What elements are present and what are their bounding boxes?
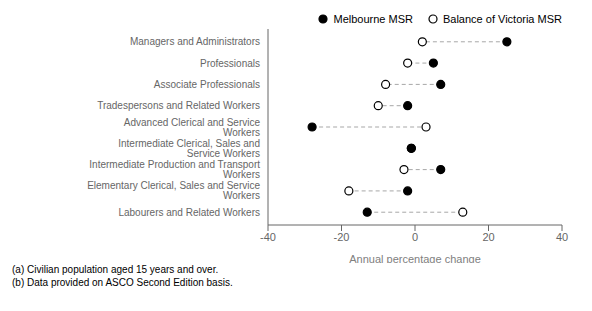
svg-text:20: 20 [482,231,494,243]
svg-text:Associate Professionals: Associate Professionals [154,79,260,90]
svg-text:Elementary Clerical, Sales and: Elementary Clerical, Sales and ServiceWo… [87,180,260,201]
svg-text:Annual percentage change: Annual percentage change [349,253,481,263]
svg-text:Labourers and Related Workers: Labourers and Related Workers [118,207,260,218]
svg-text:Intermediate Clerical, Sales a: Intermediate Clerical, Sales andService … [118,138,260,159]
html-text:Melbourne MSR: Melbourne MSR [333,13,413,25]
svg-text:-40: -40 [260,231,276,243]
svg-text:Advanced Clerical and ServiceW: Advanced Clerical and ServiceWorkers [124,117,261,138]
svg-text:0: 0 [412,231,418,243]
svg-text:Tradespersons and Related Work: Tradespersons and Related Workers [97,100,260,111]
svg-text:Managers and Administrators: Managers and Administrators [130,36,260,47]
svg-text:Professionals: Professionals [200,58,260,69]
html-text:(a) Civilian population aged 1: (a) Civilian population aged 15 years an… [12,264,219,275]
svg-text:-20: -20 [334,231,350,243]
svg-text:Intermediate Production and Tr: Intermediate Production and TransportWor… [89,159,260,180]
svg-text:40: 40 [556,231,568,243]
html-text:Balance of Victoria MSR: Balance of Victoria MSR [443,13,562,25]
html-text:(b) Data provided on ASCO Seco: (b) Data provided on ASCO Second Edition… [12,277,233,288]
